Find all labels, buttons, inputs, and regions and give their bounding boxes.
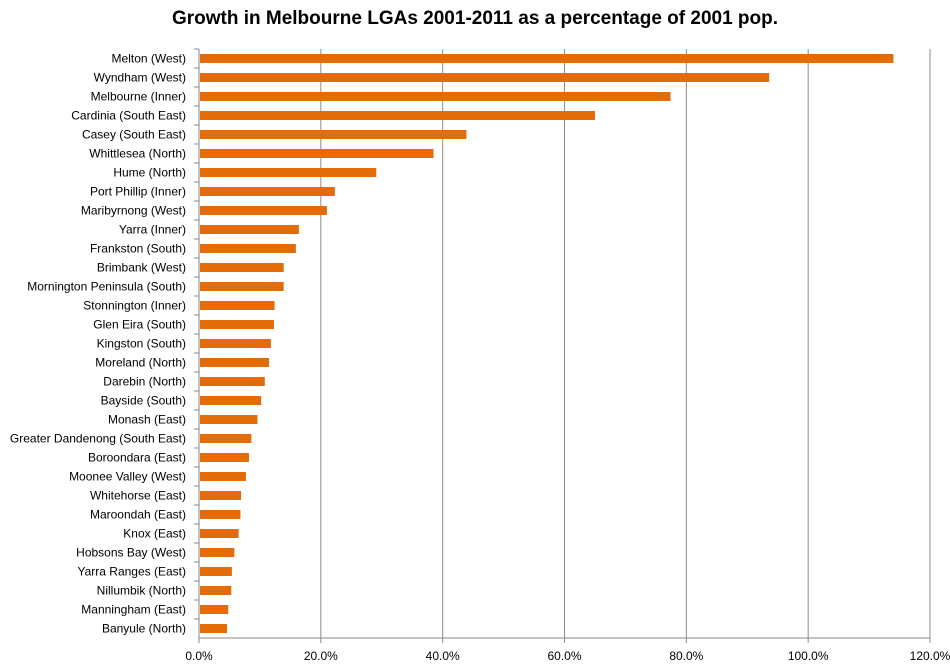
bar — [200, 510, 241, 519]
x-tick-label: 0.0% — [185, 649, 213, 663]
bar — [200, 263, 284, 272]
category-label: Yarra Ranges (East) — [78, 565, 187, 579]
category-label: Brimbank (West) — [97, 261, 186, 275]
category-label: Bayside (South) — [101, 394, 186, 408]
bar — [200, 73, 770, 82]
x-tick-label: 60.0% — [547, 649, 581, 663]
bar — [200, 92, 671, 101]
x-tick-label: 40.0% — [426, 649, 460, 663]
category-label: Monash (East) — [108, 413, 186, 427]
category-label: Frankston (South) — [90, 242, 186, 256]
x-tick-label: 80.0% — [669, 649, 703, 663]
category-label: Melbourne (Inner) — [91, 90, 186, 104]
bar — [200, 244, 296, 253]
category-label: Manningham (East) — [81, 603, 186, 617]
category-label: Maroondah (East) — [90, 508, 186, 522]
bar — [200, 111, 595, 120]
category-label: Whitehorse (East) — [90, 489, 186, 503]
bars — [200, 54, 894, 633]
category-label: Hobsons Bay (West) — [76, 546, 186, 560]
bar — [200, 358, 270, 367]
bar — [200, 168, 377, 177]
category-labels: Melton (West) Wyndham (West) Melbourne (In… — [10, 48, 199, 636]
chart-title: Growth in Melbourne LGAs 2001-2011 as a … — [171, 8, 779, 29]
bar — [200, 130, 467, 139]
bar — [200, 282, 284, 291]
category-label: Cardinia (South East) — [71, 109, 186, 123]
category-label: Wyndham (West) — [94, 71, 186, 85]
category-label: Greater Dandenong (South East) — [10, 432, 186, 446]
bar — [200, 586, 232, 595]
bar — [200, 624, 228, 633]
category-label: Casey (South East) — [82, 128, 186, 142]
category-label: Yarra (Inner) — [119, 223, 186, 237]
bar — [200, 301, 275, 310]
category-label: Moreland (North) — [95, 356, 186, 370]
x-tick-label: 20.0% — [304, 649, 338, 663]
x-tick-label: 120.0% — [910, 649, 950, 663]
bar — [200, 339, 271, 348]
bar — [200, 415, 258, 424]
category-label: Glen Eira (South) — [93, 318, 186, 332]
bar — [200, 206, 327, 215]
category-label: Hume (North) — [113, 166, 186, 180]
bar — [200, 567, 232, 576]
bar — [200, 472, 246, 481]
bar — [200, 605, 229, 614]
bar — [200, 396, 262, 405]
category-label: Nillumbik (North) — [97, 584, 186, 598]
category-label: Maribyrnong (West) — [81, 204, 186, 218]
category-label: Melton (West) — [112, 52, 186, 66]
category-label: Boroondara (East) — [88, 451, 186, 465]
category-label: Banyule (North) — [102, 622, 186, 636]
category-label: Whittlesea (North) — [89, 147, 186, 161]
category-label: Kingston (South) — [97, 337, 186, 351]
gridlines — [320, 49, 931, 638]
category-label: Knox (East) — [123, 527, 186, 541]
bar — [200, 434, 252, 443]
bar — [200, 548, 235, 557]
bar — [200, 529, 239, 538]
bar — [200, 54, 894, 63]
category-label: Moonee Valley (West) — [69, 470, 186, 484]
x-tick-label: 100.0% — [788, 649, 829, 663]
category-label: Darebin (North) — [103, 375, 186, 389]
bar — [200, 491, 242, 500]
category-label: Stonnington (Inner) — [83, 299, 186, 313]
bar — [200, 149, 434, 158]
bar — [200, 377, 265, 386]
bar — [200, 187, 335, 196]
bar — [200, 453, 249, 462]
category-label: Mornington Peninsula (South) — [27, 280, 186, 294]
category-label: Port Phillip (Inner) — [90, 185, 186, 199]
bar — [200, 225, 299, 234]
bar — [200, 320, 274, 329]
x-tick-labels: 0.0% 20.0% 40.0% 60.0% 80.0% 100.0% 120.0% — [185, 638, 950, 663]
